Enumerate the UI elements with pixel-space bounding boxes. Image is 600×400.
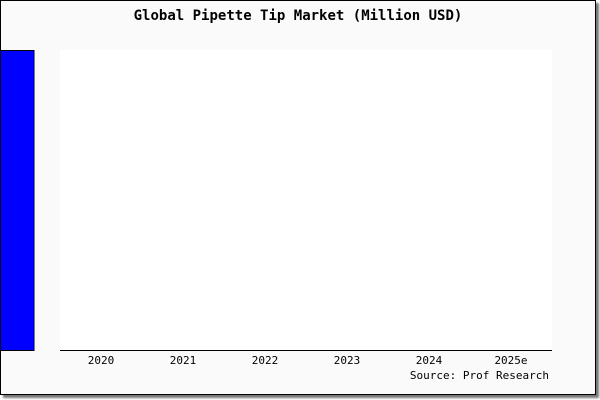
x-tick-label: 2021	[170, 354, 197, 367]
bar-2025e	[0, 50, 35, 351]
x-tick-label: 2023	[334, 354, 361, 367]
plot-area	[60, 50, 552, 350]
x-tick-label: 2024	[416, 354, 443, 367]
x-tick-label: 2025e	[494, 354, 527, 367]
x-tick-label: 2022	[252, 354, 279, 367]
x-tick-label: 2020	[88, 354, 115, 367]
source-note: Source: Prof Research	[410, 369, 549, 382]
chart-title: Global Pipette Tip Market (Million USD)	[134, 8, 463, 24]
